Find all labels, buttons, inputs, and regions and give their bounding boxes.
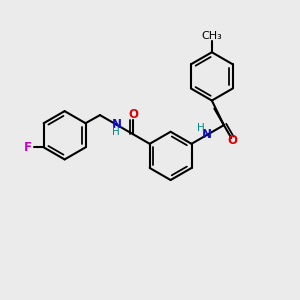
Text: N: N [202, 128, 212, 141]
Text: CH₃: CH₃ [202, 31, 222, 41]
Text: H: H [197, 123, 205, 133]
Text: O: O [228, 134, 238, 147]
Text: O: O [128, 108, 138, 121]
Text: F: F [24, 141, 32, 154]
Text: H: H [112, 127, 120, 137]
Text: N: N [112, 118, 122, 131]
